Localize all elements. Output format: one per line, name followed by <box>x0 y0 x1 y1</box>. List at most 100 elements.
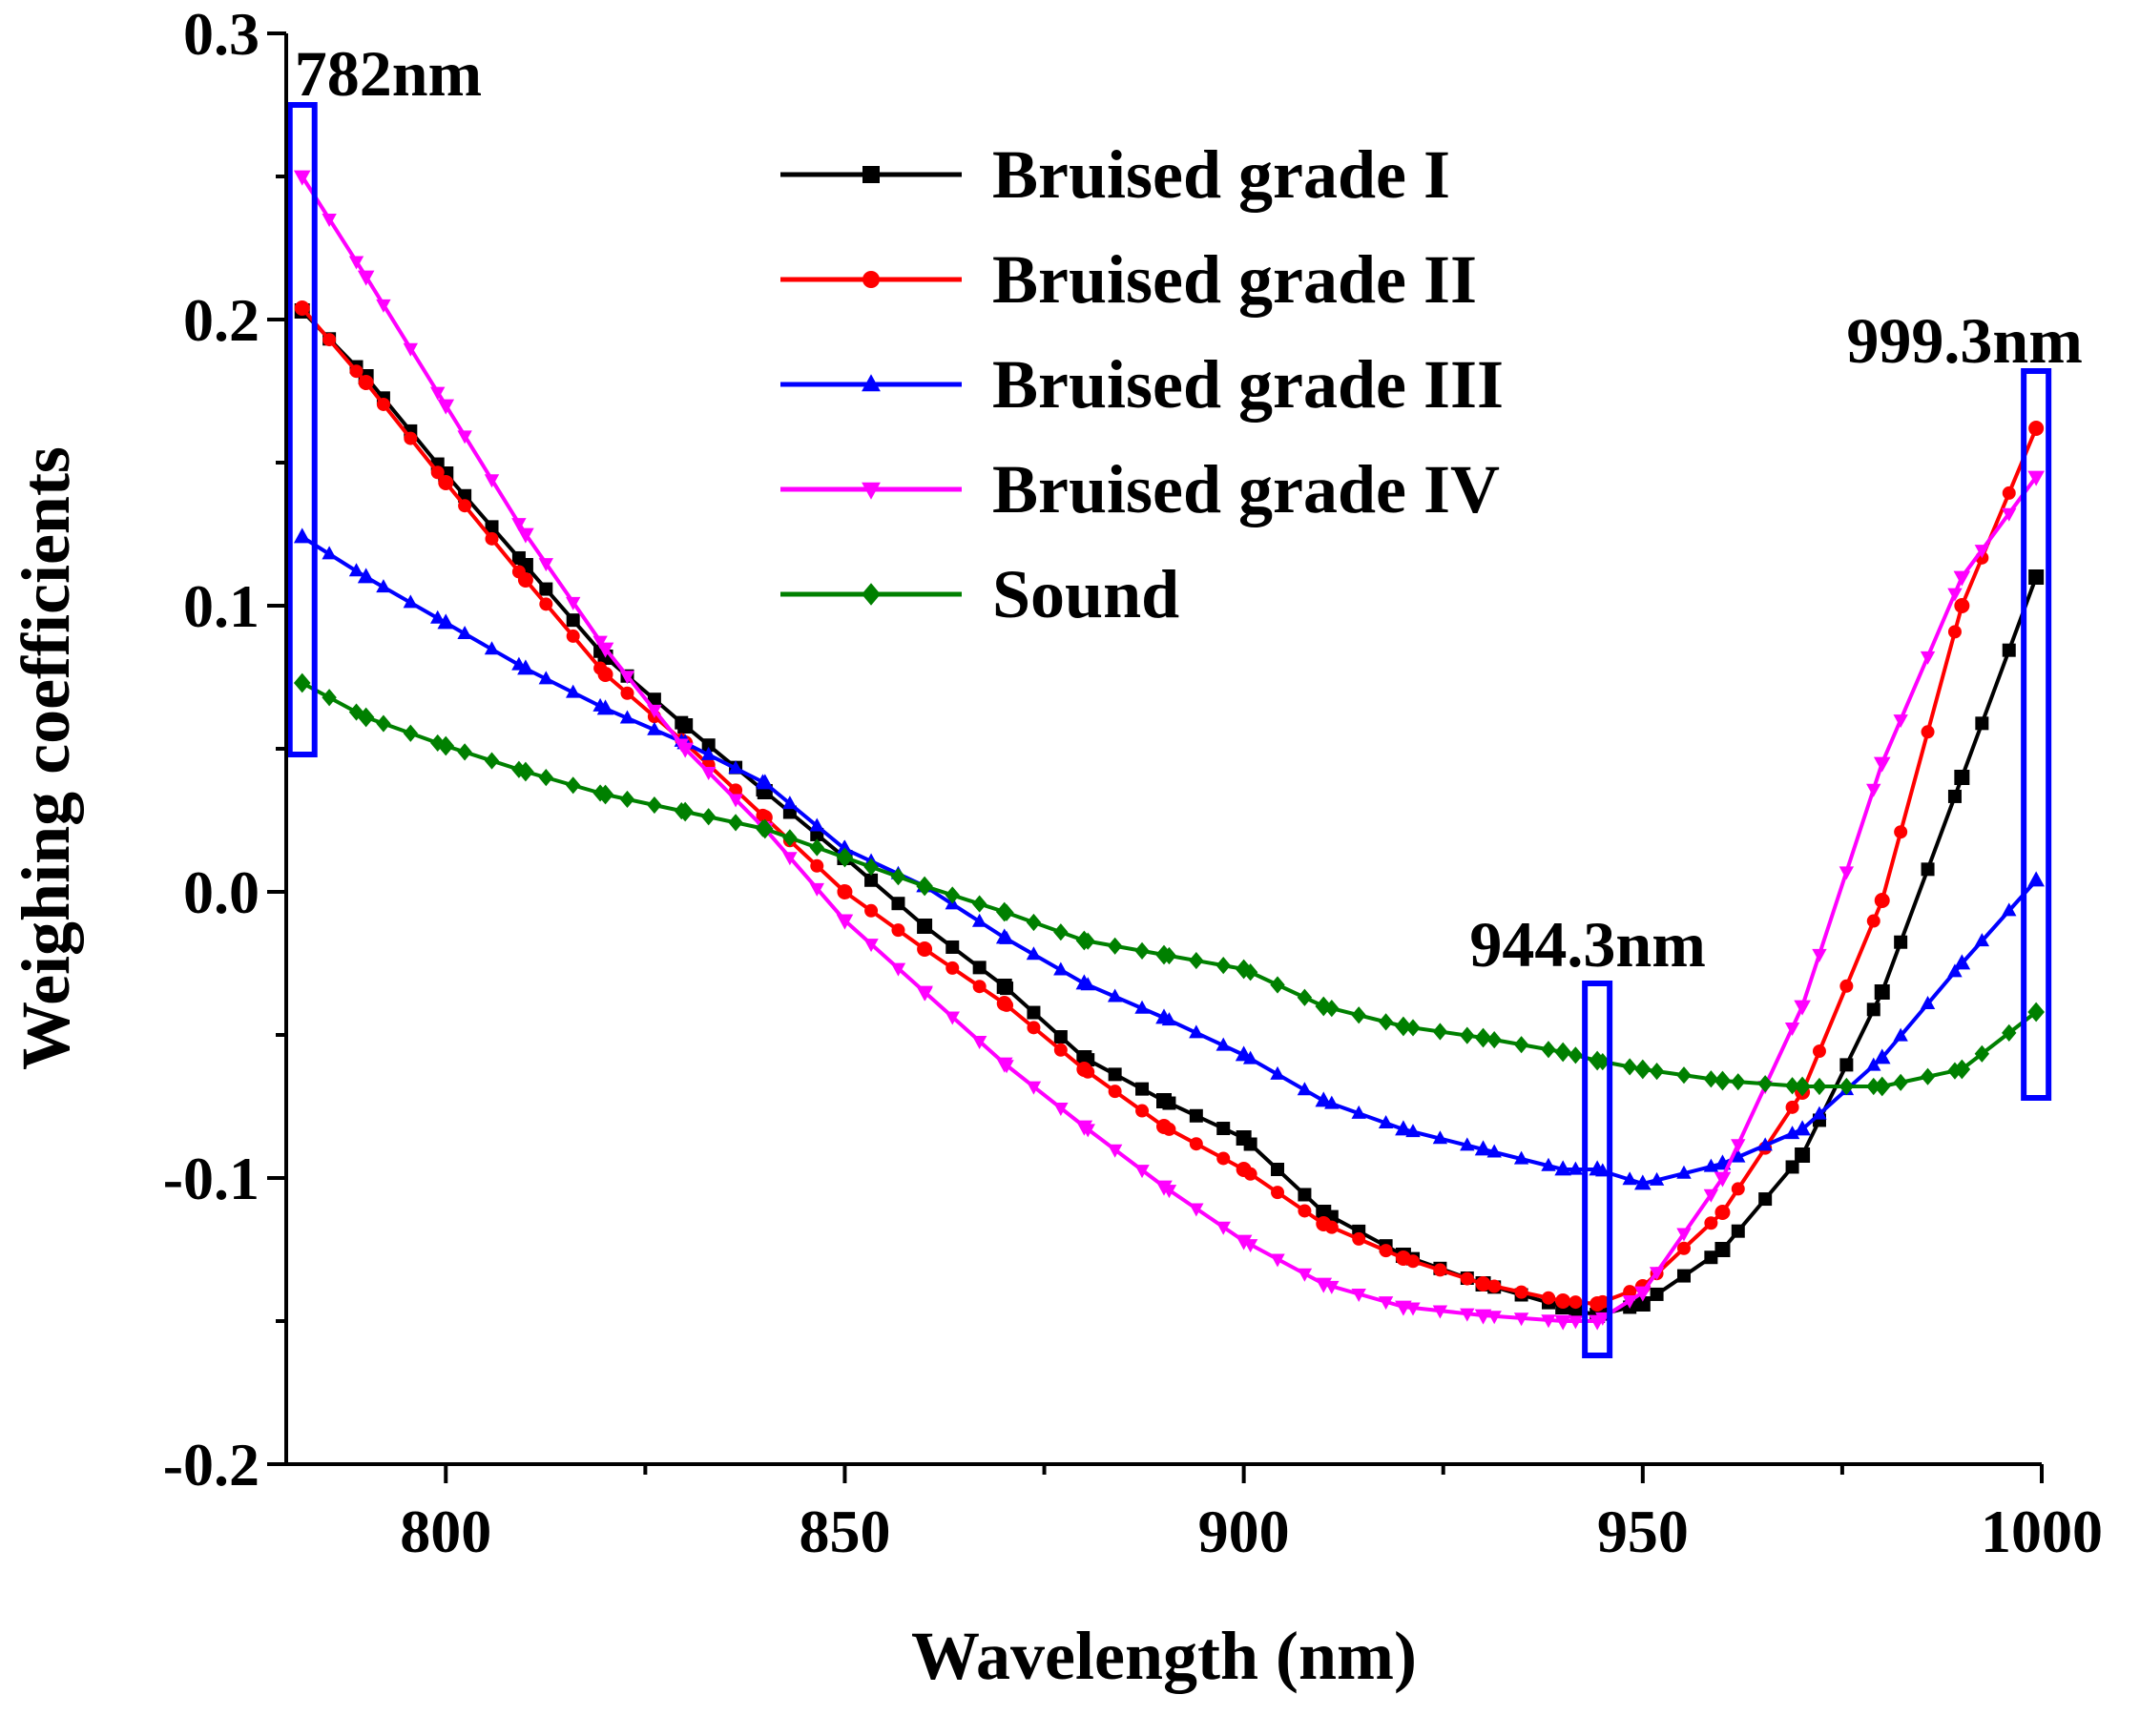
series-marker <box>457 743 472 761</box>
series-line <box>301 681 2038 1088</box>
series-marker <box>430 465 445 480</box>
series-marker <box>1108 1067 1122 1082</box>
series-layer <box>293 170 2045 1331</box>
series-marker <box>1189 1108 1203 1123</box>
data-point <box>1075 974 1093 990</box>
series-marker <box>1134 1000 1150 1014</box>
series-marker <box>1297 988 1313 1006</box>
series-marker <box>945 886 960 904</box>
series-marker <box>1432 1130 1448 1145</box>
legend-label: Bruised grade IV <box>992 451 1500 527</box>
series-marker <box>1975 716 1989 731</box>
series-marker <box>1108 1085 1122 1099</box>
series-marker <box>2002 1023 2017 1043</box>
data-point <box>358 375 374 390</box>
data-point <box>1554 1160 1571 1176</box>
series-marker <box>620 686 634 700</box>
data-point <box>1795 1147 1811 1163</box>
series-marker <box>619 790 635 809</box>
data-point <box>1155 1180 1173 1196</box>
series-marker <box>1676 1241 1691 1255</box>
series-marker <box>2002 902 2017 917</box>
series-marker <box>539 597 553 611</box>
series-marker <box>403 342 419 357</box>
data-point <box>1474 1027 1492 1048</box>
series-marker <box>1405 1302 1421 1316</box>
data-point <box>1395 1120 1412 1136</box>
data-point <box>1953 1059 1971 1080</box>
data-point <box>996 996 1012 1011</box>
data-point <box>1589 1296 1606 1312</box>
series-marker <box>1351 1105 1366 1119</box>
series-marker <box>1433 1263 1447 1277</box>
series-marker <box>565 684 581 698</box>
series-marker <box>1026 913 1042 932</box>
annotation-box <box>1582 981 1613 1358</box>
series-marker <box>404 431 418 445</box>
data-point <box>1554 1042 1571 1063</box>
data-point <box>357 707 375 728</box>
series-marker <box>647 721 662 735</box>
series-marker <box>971 1036 987 1050</box>
data-point <box>836 847 854 868</box>
data-point <box>1794 1076 1811 1097</box>
data-point <box>1235 1045 1253 1062</box>
series-marker <box>1107 988 1123 1002</box>
legend-label: Bruised grade III <box>992 346 1504 423</box>
legend-item-1: Bruised grade I <box>780 136 1450 213</box>
data-point <box>1156 1093 1172 1108</box>
series-marker <box>511 518 527 532</box>
series-marker <box>1568 1315 1584 1330</box>
data-point <box>676 801 694 822</box>
data-point <box>676 742 694 758</box>
series-marker <box>1378 1013 1394 1031</box>
series-marker <box>1134 1165 1150 1179</box>
data-point <box>293 672 311 693</box>
data-point <box>996 979 1012 994</box>
series-marker <box>1378 1115 1394 1129</box>
data-point <box>995 1057 1013 1073</box>
data-point <box>1474 1140 1492 1156</box>
series-marker <box>728 760 743 775</box>
series-marker <box>1107 937 1123 955</box>
series-marker <box>565 776 581 795</box>
data-point <box>517 572 533 588</box>
data-point <box>1589 1314 1606 1331</box>
series-marker <box>1189 1137 1203 1151</box>
series-marker <box>1460 1271 1474 1286</box>
data-point <box>357 270 375 286</box>
data-point <box>995 928 1013 944</box>
data-point <box>1395 1300 1412 1316</box>
series-marker <box>484 474 500 488</box>
data-point <box>1076 1050 1092 1065</box>
series-marker <box>484 641 500 655</box>
series-marker <box>700 808 717 826</box>
data-point <box>1156 1119 1172 1134</box>
data-point <box>1874 893 1890 908</box>
series-marker <box>1053 923 1069 941</box>
series-marker <box>1812 948 1827 962</box>
data-point <box>293 170 311 186</box>
data-point <box>437 613 455 630</box>
x-tick-label: 900 <box>1198 1498 1290 1565</box>
annotation-layer: 782nm 944.3nm 999.3nm <box>286 37 2083 1358</box>
series-marker <box>971 895 987 913</box>
series-marker <box>810 858 824 873</box>
series-marker <box>1784 1023 1800 1037</box>
series-marker <box>809 817 824 832</box>
series-marker <box>1026 946 1042 961</box>
series-marker <box>1649 1171 1665 1186</box>
series-marker <box>1947 588 1963 602</box>
data-point <box>2027 1002 2045 1023</box>
data-point <box>517 527 534 544</box>
series-marker <box>1974 933 1990 947</box>
data-point <box>517 761 534 782</box>
series-marker <box>864 903 879 918</box>
series-marker <box>1135 1104 1150 1118</box>
series-marker <box>647 704 662 718</box>
series-marker <box>1216 1151 1231 1166</box>
data-point <box>2028 421 2045 436</box>
series-marker <box>1352 1231 1366 1246</box>
series-2 <box>294 300 2045 1312</box>
data-point <box>1873 1048 1891 1064</box>
